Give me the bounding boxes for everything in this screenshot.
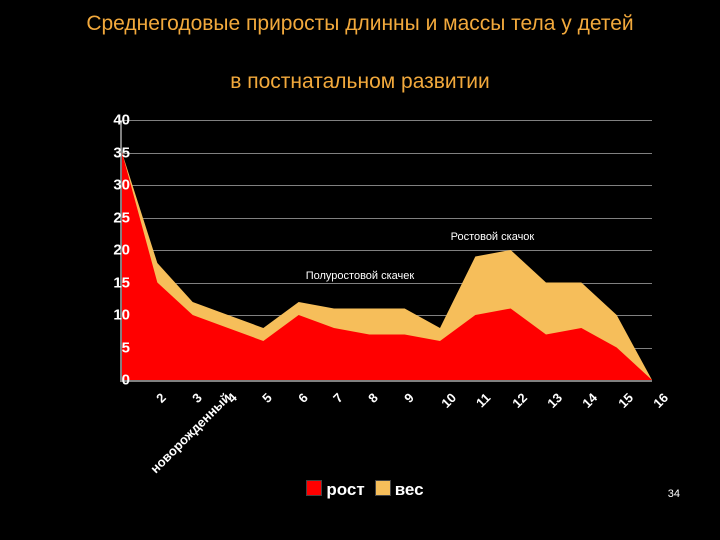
x-tick-label: 16	[650, 390, 671, 411]
slide-title-line1: Среднегодовые приросты длинны и массы те…	[0, 12, 720, 36]
legend-label: рост	[326, 480, 364, 499]
x-tick-label: 5	[259, 390, 275, 406]
x-tick-label: 13	[544, 390, 565, 411]
legend-swatch	[375, 480, 391, 496]
x-tick-label: 12	[509, 390, 530, 411]
slide: Среднегодовые приросты длинны и массы те…	[0, 0, 720, 540]
x-tick-label: 11	[473, 390, 493, 410]
series-рост	[122, 153, 652, 381]
x-tick-label: 14	[580, 390, 601, 411]
y-tick-label: 5	[90, 339, 130, 356]
legend-swatch	[306, 480, 322, 496]
plot-area: Полуростовой скачек Ростовой скачок	[120, 120, 652, 382]
y-tick-label: 40	[90, 112, 130, 129]
chart-annotation: Ростовой скачок	[451, 231, 535, 243]
y-tick-label: 25	[90, 209, 130, 226]
x-tick-label: 7	[330, 390, 346, 406]
x-tick-label: 10	[438, 390, 459, 411]
y-tick-label: 20	[90, 242, 130, 259]
chart-annotation: Полуростовой скачек	[306, 270, 414, 282]
x-tick-label: 3	[189, 390, 205, 406]
x-tick-label: 8	[365, 390, 381, 406]
legend-label: вес	[395, 480, 424, 499]
y-tick-label: 15	[90, 274, 130, 291]
y-tick-label: 35	[90, 144, 130, 161]
slide-title-line2: в постнатальном развитии	[0, 70, 720, 94]
gridline	[122, 380, 652, 381]
y-tick-label: 0	[90, 372, 130, 389]
x-tick-label: 9	[401, 390, 417, 406]
y-tick-label: 10	[90, 307, 130, 324]
y-tick-label: 30	[90, 177, 130, 194]
chart: Полуростовой скачек Ростовой скачок 0 5 10 1…	[50, 120, 670, 500]
x-tick-label: 6	[295, 390, 311, 406]
x-tick-label: 15	[615, 390, 636, 411]
legend: рост вес	[50, 480, 670, 500]
page-number: 34	[668, 488, 680, 500]
x-tick-label: 2	[153, 390, 169, 406]
